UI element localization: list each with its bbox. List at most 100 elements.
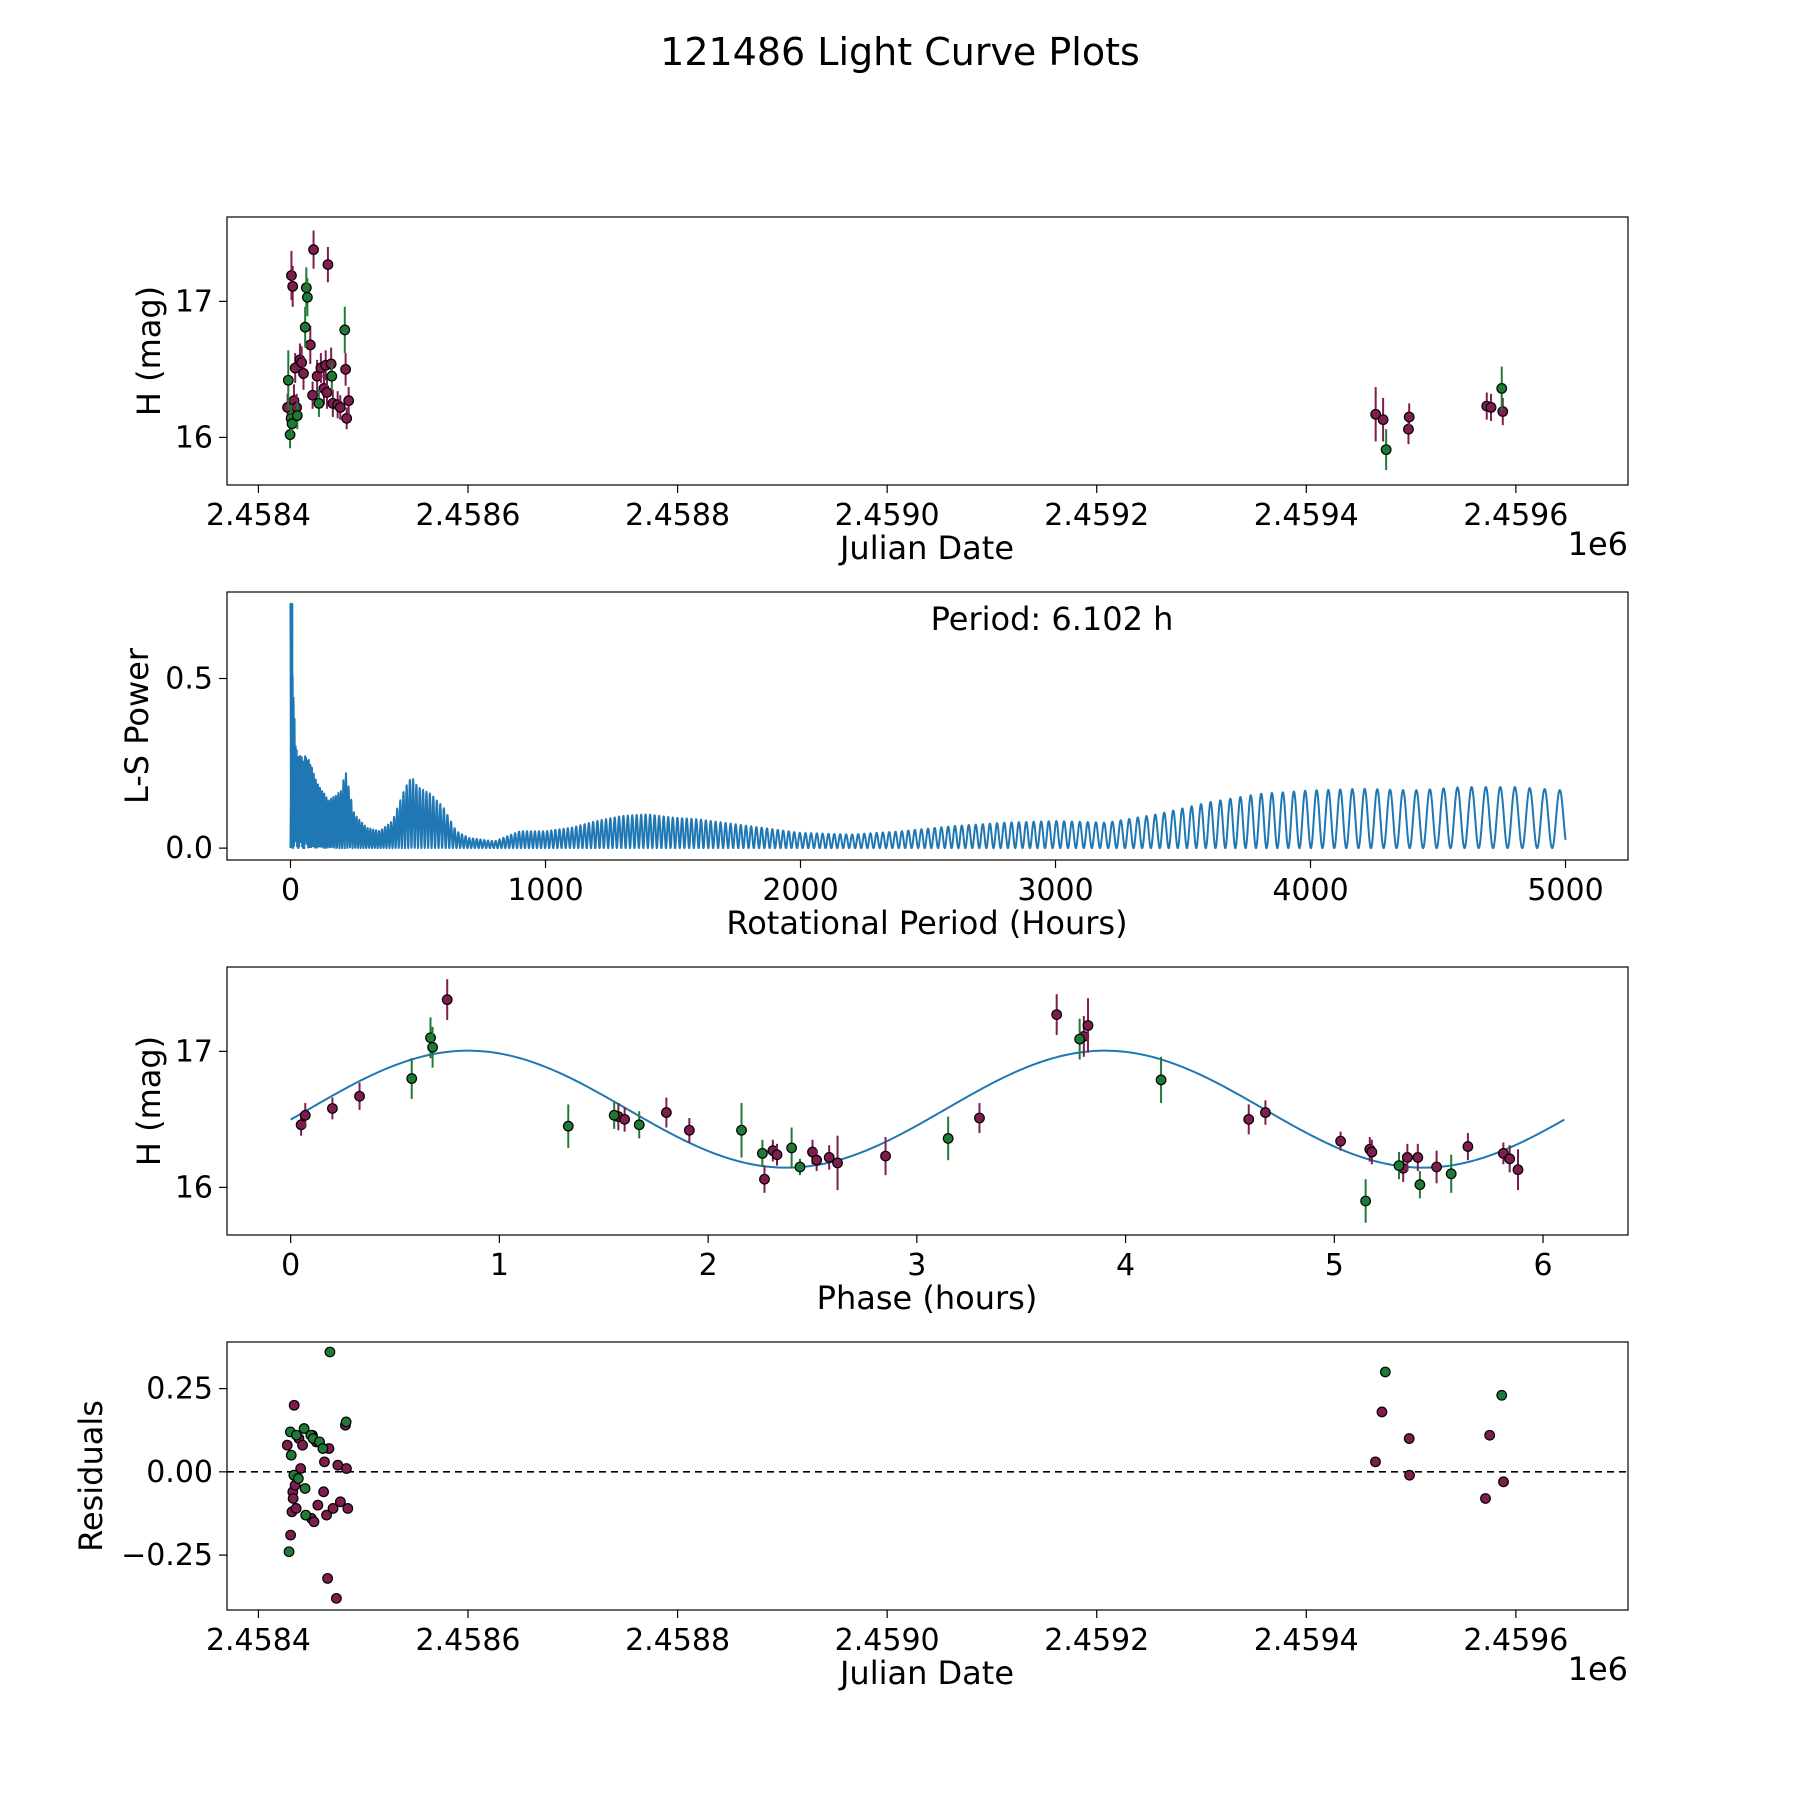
data-point	[1074, 1033, 1086, 1045]
data-point	[1462, 1141, 1474, 1152]
data-point	[1485, 402, 1497, 413]
data-point	[300, 282, 312, 294]
data-point	[288, 1399, 300, 1411]
data-point	[307, 389, 319, 401]
x-tick-label: 2.4592	[1044, 498, 1149, 533]
data-point	[811, 1154, 823, 1166]
data-point	[1393, 1160, 1405, 1172]
data-point	[1401, 1152, 1413, 1163]
data-point	[299, 321, 311, 333]
periodogram-xlabel: Rotational Period (Hours)	[726, 904, 1127, 942]
data-point	[281, 1439, 293, 1451]
y-tick-label: −0.25	[121, 1538, 213, 1573]
data-point	[334, 402, 346, 413]
data-point	[322, 1572, 333, 1584]
data-point	[1498, 1476, 1509, 1488]
ls-power-curve	[289, 602, 1567, 850]
data-point	[283, 1546, 295, 1558]
residuals-ticks: 2.4584 2.4586 2.4588 2.4590 2.4592 2.4594 2.45…	[121, 1372, 1568, 1658]
data-point	[291, 1429, 302, 1441]
y-tick-label: 16	[175, 420, 213, 455]
x-tick-label: 2.4586	[416, 1623, 521, 1658]
panel-phase-folded: 0 1 2 3 4 5 6 16 17 Phase (hours) H (mag)	[130, 966, 1629, 1317]
data-point	[321, 1509, 332, 1521]
data-point	[736, 1124, 747, 1136]
data-point	[794, 1161, 806, 1173]
data-point	[308, 1516, 320, 1528]
data-point	[318, 1486, 330, 1498]
data-point	[304, 339, 316, 351]
x-tick-label: 1000	[507, 873, 583, 908]
data-point	[1404, 1469, 1415, 1481]
data-point	[1155, 1074, 1167, 1086]
data-point	[1376, 1406, 1388, 1418]
phase-folded-xlabel: Phase (hours)	[817, 1279, 1038, 1317]
light-curve-ylabel: H (mag)	[130, 286, 168, 416]
y-tick-label: 17	[175, 284, 213, 319]
x-tick-label: 2.4590	[835, 1623, 940, 1658]
x-tick-label: 1	[490, 1248, 509, 1283]
data-point	[1431, 1161, 1442, 1173]
data-point	[282, 374, 294, 386]
x-tick-label: 2.4584	[206, 1623, 311, 1658]
data-point	[786, 1142, 798, 1154]
data-point	[1366, 1146, 1378, 1158]
data-point	[292, 1473, 304, 1484]
residuals-frame	[226, 1341, 1629, 1611]
phase-folded-ticks: 0 1 2 3 4 5 6 16 17	[175, 1034, 1553, 1283]
data-point	[756, 1147, 768, 1159]
light-curve-ticks: 2.4584 2.4586 2.4588 2.4590 2.4592 2.4594 2.45…	[175, 284, 1569, 533]
data-point	[823, 1152, 835, 1163]
x-tick-label: 2.4588	[625, 498, 730, 533]
data-point	[880, 1150, 891, 1162]
data-point	[1051, 1009, 1063, 1021]
data-point	[286, 270, 297, 281]
data-point	[660, 1107, 672, 1118]
data-point	[1243, 1113, 1255, 1125]
x-tick-label: 3	[907, 1248, 926, 1283]
panel-light-curve: 2.4584 2.4586 2.4588 2.4590 2.4592 2.4594 2.45…	[130, 216, 1629, 567]
data-point	[771, 1149, 783, 1161]
data-point	[322, 259, 334, 271]
data-point	[1504, 1153, 1516, 1165]
data-point	[1484, 1429, 1496, 1441]
data-point	[619, 1113, 631, 1125]
data-point	[290, 1503, 302, 1514]
x-tick-label: 6	[1533, 1248, 1552, 1283]
data-point	[1370, 1456, 1381, 1468]
data-point	[301, 291, 313, 303]
data-point	[1379, 1366, 1391, 1378]
data-point	[340, 1416, 352, 1428]
x-tick-label: 4000	[1272, 873, 1348, 908]
x-tick-label: 0	[281, 1248, 300, 1283]
y-tick-label: 0.25	[146, 1372, 213, 1407]
residuals-ylabel: Residuals	[72, 1400, 110, 1552]
data-point	[342, 1503, 354, 1514]
x-tick-label: 2.4592	[1044, 1623, 1149, 1658]
x-tick-label: 5000	[1527, 873, 1603, 908]
data-point	[341, 1463, 352, 1474]
x-tick-label: 2.4596	[1463, 1623, 1568, 1658]
light-curve-marks	[282, 230, 1509, 471]
data-point	[296, 357, 308, 368]
y-tick-label: 16	[175, 1170, 213, 1205]
data-point	[1496, 1389, 1508, 1401]
data-point	[1445, 1168, 1457, 1180]
x-tick-label: 2.4590	[835, 498, 940, 533]
light-curve-plot-area	[282, 230, 1509, 471]
x-tick-label: 2.4586	[416, 498, 521, 533]
data-point	[312, 1499, 324, 1511]
phase-folded-frame	[226, 966, 1629, 1236]
data-point	[759, 1173, 770, 1185]
phase-folded-marks	[290, 979, 1565, 1223]
data-point	[1260, 1107, 1271, 1118]
data-point	[1380, 444, 1392, 456]
sinusoid-fit-curve	[290, 1049, 1565, 1169]
data-point	[974, 1112, 985, 1124]
data-point	[284, 429, 296, 441]
data-point	[298, 1423, 310, 1434]
data-point	[327, 1103, 338, 1114]
data-point	[343, 395, 355, 407]
